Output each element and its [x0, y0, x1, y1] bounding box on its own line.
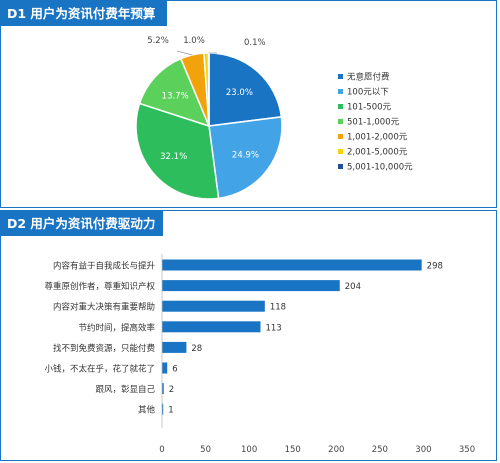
x-tick-label: 50 [200, 445, 211, 455]
legend-label: 100元以下 [347, 88, 389, 98]
category-label: 跟风，彰显自己 [95, 384, 155, 395]
pie-slice [135, 102, 220, 200]
bar [162, 341, 187, 353]
pie-slice [138, 57, 211, 128]
category-label: 内容有益于自我成长与提升 [53, 261, 156, 272]
category-label: 其他 [138, 405, 156, 416]
x-tick-label: 100 [241, 445, 257, 455]
pie-data-label: 1.0% [183, 36, 205, 46]
pie-slice [208, 52, 283, 127]
pie-data-label: 32.1% [160, 152, 187, 162]
legend-swatch [338, 164, 343, 169]
pie-data-label: 0.1% [244, 38, 266, 48]
x-tick-label: 350 [459, 445, 475, 455]
legend-swatch [338, 149, 343, 154]
x-tick-label: 300 [415, 445, 431, 455]
x-tick-label: 0 [159, 445, 164, 455]
category-label: 小钱，不太在乎，花了就花了 [44, 364, 155, 375]
bar-value-label: 1 [168, 406, 173, 416]
pie-data-label: 23.0% [226, 88, 253, 98]
legend-label: 5,001-10,000元 [347, 163, 413, 173]
category-label: 内容对重大决策有重要帮助 [53, 302, 155, 313]
budget-chart-title: D1 用户为资讯付费年预算 [1, 1, 167, 26]
pie-data-label: 5.2% [147, 36, 169, 46]
bar-value-label: 28 [191, 344, 202, 354]
bar-value-label: 298 [427, 262, 443, 272]
legend-label: 501-1,000元 [347, 118, 400, 128]
bar-value-label: 2 [169, 385, 174, 395]
legend-swatch [338, 74, 343, 79]
bar [162, 259, 422, 271]
legend-swatch [338, 104, 343, 109]
legend-label: 1,001-2,000元 [347, 133, 408, 143]
motivation-chart-title: D2 用户为资讯付费驱动力 [1, 211, 163, 236]
budget-panel: D1 用户为资讯付费年预算 23.0% 无意愿付费 24.9% 100元以下 32.1%… [0, 0, 497, 208]
category-label: 找不到免费资源，只能付费 [53, 343, 156, 354]
bar [162, 321, 261, 333]
pie-leader-line [176, 50, 193, 56]
bar-chart: 内容有益于自我成长与提升 298 尊重原创作者，尊重知识产权 204 内容对重大决策有重… [44, 254, 475, 455]
bar [162, 362, 168, 374]
category-label: 节约时间，提高效率 [78, 322, 155, 333]
legend-label: 101-500元 [347, 103, 392, 113]
legend-swatch [338, 134, 343, 139]
legend-label: 无意愿付费 [347, 72, 390, 83]
pie-data-label: 13.7% [162, 91, 189, 101]
bar [162, 300, 265, 312]
pie-data-label: 24.9% [232, 151, 259, 161]
legend-swatch [338, 119, 343, 124]
bar [162, 403, 164, 415]
x-tick-label: 200 [328, 445, 344, 455]
bar-value-label: 204 [345, 282, 361, 292]
pie-slice [208, 116, 283, 200]
bar-value-label: 6 [172, 365, 177, 375]
bar-value-label: 113 [265, 323, 281, 333]
x-tick-label: 150 [285, 445, 301, 455]
legend-label: 2,001-5,000元 [347, 148, 408, 158]
motivation-panel: D2 用户为资讯付费驱动力 内容有益于自我成长与提升 298 尊重原创作者，尊重知识… [0, 210, 497, 461]
bar-value-label: 118 [270, 303, 286, 313]
category-label: 尊重原创作者，尊重知识产权 [44, 281, 155, 292]
bar [162, 280, 340, 292]
x-tick-label: 250 [372, 445, 388, 455]
bar [162, 383, 164, 395]
legend-swatch [338, 89, 343, 94]
pie-chart: 23.0% 无意愿付费 24.9% 100元以下 32.1% 101-500元 13.7% 5… [135, 36, 413, 200]
